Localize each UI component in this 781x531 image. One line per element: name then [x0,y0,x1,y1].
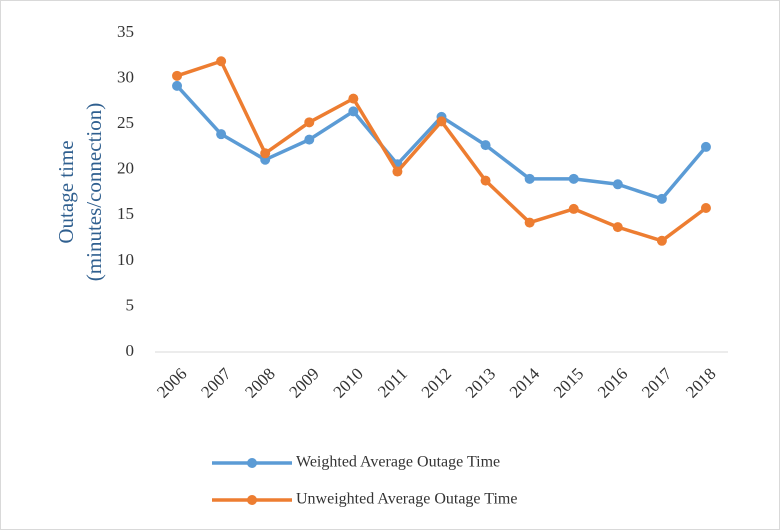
data-point [656,235,667,246]
data-point [568,173,579,184]
legend-label: Weighted Average Outage Time [296,454,500,471]
data-point [216,56,227,67]
data-point [524,173,535,184]
data-point [172,70,183,81]
y-axis-label: Outage time [54,140,78,243]
data-point [612,222,623,233]
y-tick-label: 25 [117,113,134,132]
data-point [568,203,579,214]
data-point [436,116,447,127]
y-tick-label: 15 [117,204,134,223]
y-tick-label: 30 [117,67,134,86]
data-point [700,141,711,152]
y-tick-label: 10 [117,250,134,269]
data-point [348,93,359,104]
y-tick-label: 5 [126,295,135,314]
legend-marker [247,458,257,468]
data-point [480,175,491,186]
data-point [348,106,359,117]
legend-label: Unweighted Average Outage Time [296,491,517,508]
y-axis-label: (minutes/connection) [82,103,106,281]
data-point [524,217,535,228]
data-point [612,179,623,190]
y-tick-label: 35 [117,22,134,41]
y-tick-label: 0 [126,341,135,360]
data-point [656,193,667,204]
data-point [260,148,271,159]
data-point [304,134,315,145]
data-point [700,202,711,213]
data-point [304,117,315,128]
legend-marker [247,495,257,505]
data-point [216,129,227,140]
y-tick-label: 20 [117,159,134,178]
data-point [392,166,403,177]
data-point [172,80,183,91]
data-point [480,140,491,151]
